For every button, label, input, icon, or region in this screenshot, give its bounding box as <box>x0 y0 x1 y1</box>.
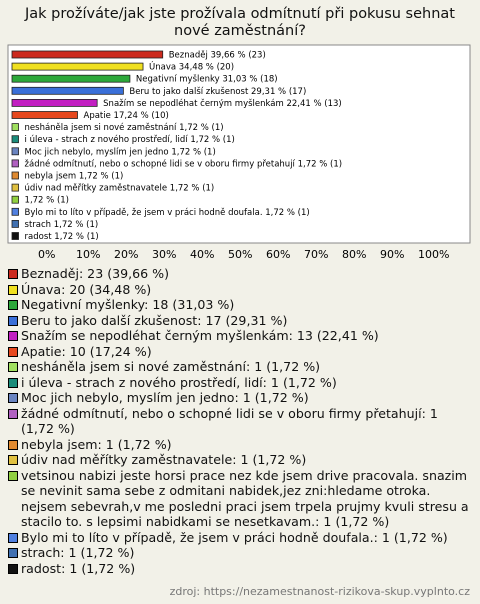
legend-swatch <box>8 393 18 403</box>
legend-label: Bylo mi to líto v případě, že jsem v prá… <box>21 529 448 545</box>
bar-label: i úleva - strach z nového prostředí, lid… <box>25 134 235 145</box>
chart-title: Jak prožíváte/jak jste prožívala odmítnu… <box>25 6 455 39</box>
chart: 0% 10% 20% 30% 40% 50% 60% 70% 80% 90% 100% Beznadě… <box>7 44 471 261</box>
legend-swatch <box>8 331 18 341</box>
bar <box>11 74 131 83</box>
legend-item: nebyla jsem: 1 (1,72 %) <box>8 437 470 453</box>
legend-label: Snažím se nepodléhat černým myšlenkám: 1… <box>21 328 379 343</box>
x-tick-label: 50% <box>228 248 252 261</box>
legend-label: Beznaděj: 23 (39,66 %) <box>21 266 170 281</box>
legend-item: vetsinou nabizi jeste horsi prace nez kd… <box>8 468 470 530</box>
legend-swatch <box>8 470 18 481</box>
x-tick-label: 30% <box>152 248 176 261</box>
legend-swatch <box>8 563 18 574</box>
legend-swatch <box>8 377 18 388</box>
legend-label: Negativní myšlenky: 18 (31,03 %) <box>21 297 235 312</box>
legend-item: Snažím se nepodléhat černým myšlenkám: 1… <box>8 328 470 344</box>
bar <box>11 159 19 168</box>
bar <box>11 219 19 228</box>
legend-swatch <box>8 362 18 372</box>
legend-label: strach: 1 (1,72 %) <box>21 545 135 560</box>
bar-label: Únava 34,48 % (20) <box>149 61 234 73</box>
legend-label: Únava: 20 (34,48 %) <box>21 281 152 297</box>
bar <box>11 195 19 204</box>
legend-item: Bylo mi to líto v případě, že jsem v prá… <box>8 530 470 546</box>
bar-label: Beznaděj 39,66 % (23) <box>169 51 266 61</box>
bar <box>11 99 98 107</box>
bar-label: 1,72 % (1) <box>25 196 69 206</box>
legend-item: i úleva - strach z nového prostředí, lid… <box>8 375 470 391</box>
legend-swatch <box>8 548 18 558</box>
legend-label: Moc jich nebylo, myslím jen jedno: 1 (1,… <box>21 390 309 405</box>
bar <box>11 86 124 95</box>
x-tick-label: 0% <box>38 248 55 261</box>
bar <box>11 62 144 71</box>
legend-swatch <box>8 408 18 419</box>
legend-label: i úleva - strach z nového prostředí, lid… <box>21 374 337 390</box>
x-tick-label: 90% <box>380 248 404 261</box>
bar <box>11 232 19 240</box>
legend-swatch <box>8 315 18 326</box>
bar-label: Moc jich nebylo, myslím jen jedno 1,72 %… <box>25 147 216 157</box>
legend-swatch <box>8 300 18 310</box>
legend-item: Únava: 20 (34,48 %) <box>8 282 470 298</box>
legend-label: údiv nad měřítky zaměstnavatele: 1 (1,72… <box>21 452 307 467</box>
bar-label: údiv nad měřítky zaměstnavatele 1,72 % (… <box>25 184 215 194</box>
legend-label: radost: 1 (1,72 %) <box>21 560 136 576</box>
bar-label: nesháněla jsem si nové zaměstnání 1,72 %… <box>25 122 224 133</box>
legend-item: Negativní myšlenky: 18 (31,03 %) <box>8 297 470 313</box>
bar <box>11 50 164 59</box>
bar-label: strach 1,72 % (1) <box>25 220 99 230</box>
bar-label: radost 1,72 % (1) <box>25 232 99 242</box>
x-tick-label: 60% <box>266 248 290 261</box>
x-tick-label: 70% <box>304 248 328 261</box>
bar <box>11 171 19 180</box>
bar <box>11 207 19 216</box>
x-tick-label: 80% <box>342 248 366 261</box>
legend-item: žádné odmítnutí, nebo o schopné lidi se … <box>8 406 470 437</box>
legend-swatch <box>8 346 18 357</box>
legend-label: nebyla jsem: 1 (1,72 %) <box>21 436 172 452</box>
legend: Beznaděj: 23 (39,66 %) Únava: 20 (34,48 %… <box>8 266 470 576</box>
x-tick-label: 10% <box>76 248 100 261</box>
bar-label: žádné odmítnutí, nebo o schopné lidi se … <box>25 158 343 169</box>
legend-swatch <box>8 532 18 543</box>
legend-item: údiv nad měřítky zaměstnavatele: 1 (1,72… <box>8 452 470 468</box>
bar <box>11 183 19 192</box>
legend-label: Beru to jako další zkušenost: 17 (29,31 … <box>21 312 288 328</box>
x-tick-label: 100% <box>418 248 449 261</box>
legend-item: Beru to jako další zkušenost: 17 (29,31 … <box>8 313 470 329</box>
x-tick-label: 40% <box>190 248 214 261</box>
bar-label: Beru to jako další zkušenost 29,31 % (17… <box>129 86 306 97</box>
legend-label: Apatie: 10 (17,24 %) <box>21 343 152 359</box>
legend-label: vetsinou nabizi jeste horsi prace nez kd… <box>21 467 469 530</box>
legend-swatch <box>8 455 18 465</box>
legend-swatch <box>8 269 18 279</box>
bar-label: nebyla jsem 1,72 % (1) <box>25 172 124 182</box>
bar-label: Negativní myšlenky 31,03 % (18) <box>136 74 278 85</box>
bar <box>11 135 19 144</box>
legend-item: Apatie: 10 (17,24 %) <box>8 344 470 360</box>
legend-label: žádné odmítnutí, nebo o schopné lidi se … <box>21 405 438 437</box>
legend-label: nesháněla jsem si nové zaměstnání: 1 (1,… <box>21 359 321 374</box>
legend-item: strach: 1 (1,72 %) <box>8 545 470 561</box>
legend-item: nesháněla jsem si nové zaměstnání: 1 (1,… <box>8 359 470 375</box>
bar <box>11 123 19 131</box>
x-tick-label: 20% <box>114 248 138 261</box>
bar-label: Snažím se nepodléhat černým myšlenkám 22… <box>103 98 342 109</box>
legend-swatch <box>8 284 18 295</box>
source: zdroj: https://nezamestnanost-rizikova-s… <box>169 585 470 598</box>
legend-item: Moc jich nebylo, myslím jen jedno: 1 (1,… <box>8 390 470 406</box>
legend-item: radost: 1 (1,72 %) <box>8 561 470 577</box>
bar <box>11 147 19 156</box>
legend-swatch <box>8 439 18 450</box>
legend-item: Beznaděj: 23 (39,66 %) <box>8 266 470 282</box>
bar <box>11 111 78 119</box>
bar-label: Apatie 17,24 % (10) <box>84 111 169 121</box>
bar-label: Bylo mi to líto v případě, že jsem v prá… <box>25 208 310 218</box>
